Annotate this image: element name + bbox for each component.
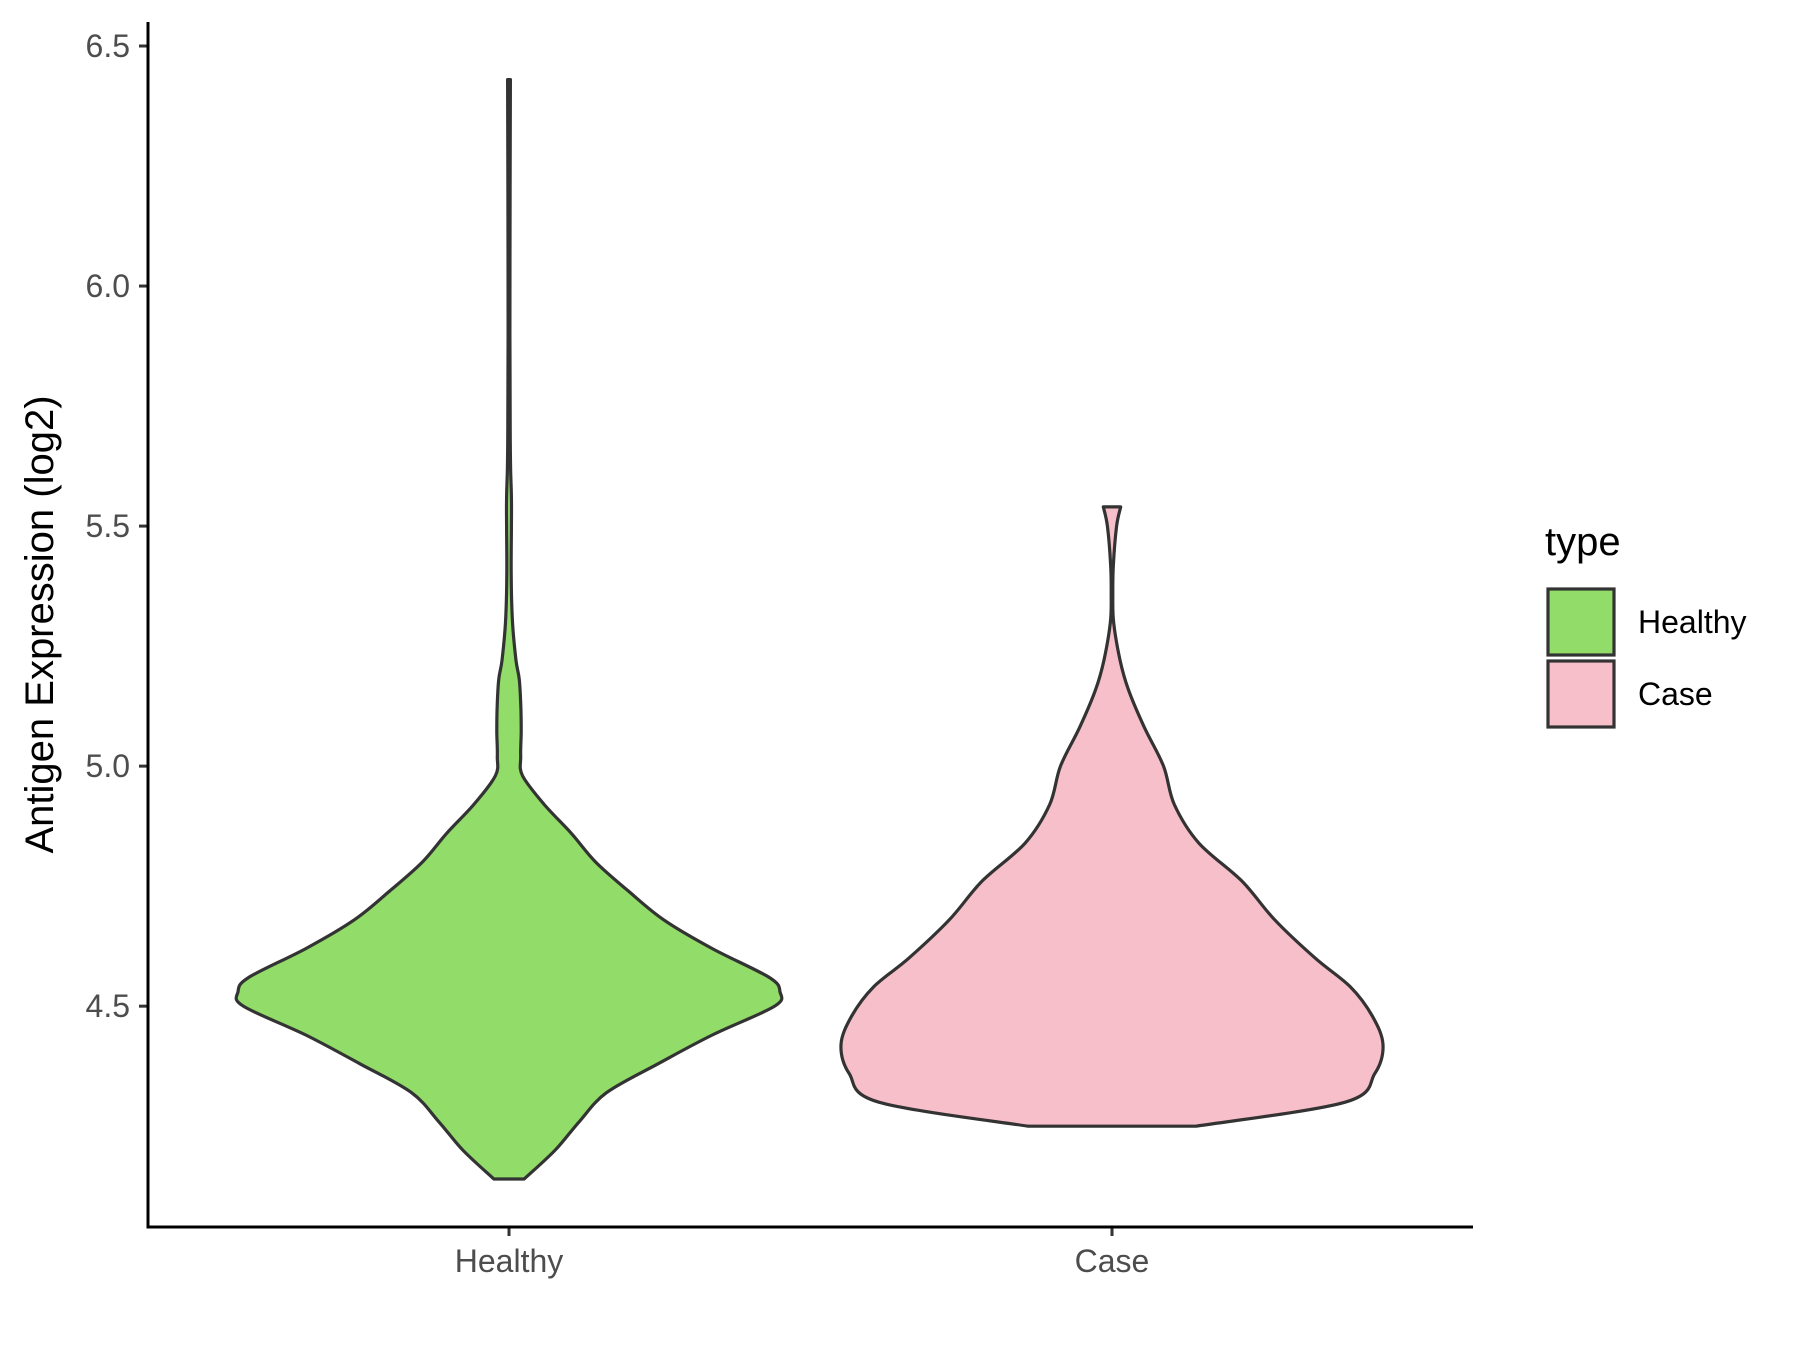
legend-items: Healthy Case — [1546, 587, 1747, 729]
y-tick-label: 6.5 — [86, 28, 130, 64]
violins — [234, 78, 1385, 1181]
plot-area: 4.5 5.0 5.5 6.0 6.5 Healthy Case — [86, 22, 1473, 1279]
legend-label: Healthy — [1638, 604, 1747, 640]
legend: type Healthy Case — [1545, 520, 1747, 729]
y-tick-label: 5.0 — [86, 748, 130, 784]
legend-title: type — [1545, 520, 1621, 564]
legend-key-case — [1546, 659, 1616, 729]
y-tick-label: 5.5 — [86, 508, 130, 544]
legend-key-healthy — [1546, 587, 1616, 657]
x-axis-ticks: Healthy Case — [455, 1227, 1150, 1279]
violin-healthy — [234, 78, 784, 1181]
x-tick-label: Healthy — [455, 1243, 564, 1279]
y-tick-label: 6.0 — [86, 268, 130, 304]
y-axis-title: Antigen Expression (log2) — [18, 395, 62, 853]
y-axis-ticks: 4.5 5.0 5.5 6.0 6.5 — [86, 28, 148, 1024]
y-tick-label: 4.5 — [86, 988, 130, 1024]
legend-label: Case — [1638, 676, 1713, 712]
x-tick-label: Case — [1075, 1243, 1150, 1279]
violin-case — [839, 505, 1385, 1128]
